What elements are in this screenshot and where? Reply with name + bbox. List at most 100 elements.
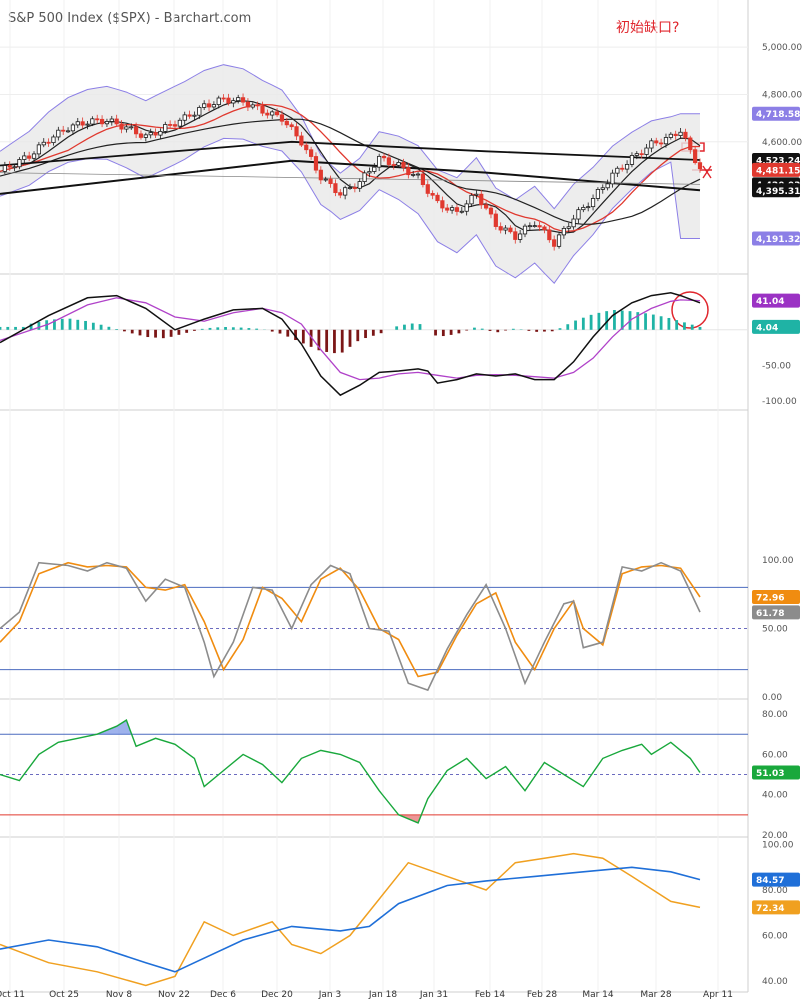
- candle-body: [328, 178, 333, 185]
- macd-histogram-bar: [177, 329, 181, 335]
- candle-body: [270, 111, 275, 116]
- candle-body: [629, 155, 635, 165]
- macd-histogram-bar: [504, 329, 507, 331]
- x-tick-label: Apr 11: [703, 990, 733, 1000]
- candle-body: [537, 225, 542, 228]
- candle-body: [513, 231, 518, 240]
- macd-histogram-bar: [659, 316, 663, 330]
- macd-histogram-bar: [247, 328, 251, 330]
- candle-body: [352, 187, 357, 189]
- price-tick-label: 4,600.00: [762, 138, 802, 148]
- candle-body: [104, 121, 110, 125]
- macd-histogram-bar: [99, 324, 103, 330]
- candle-body: [46, 141, 51, 144]
- candle-body: [547, 229, 552, 241]
- macd-histogram-bar: [91, 322, 95, 330]
- macd-histogram-bar: [348, 329, 352, 347]
- macd-highlight-circle: [671, 291, 709, 329]
- macd-histogram-bar: [6, 326, 10, 330]
- candle-body: [668, 133, 673, 138]
- stoch-k-line: [0, 561, 701, 692]
- macd-histogram-bar: [231, 327, 235, 330]
- candle-body: [474, 193, 479, 196]
- candle-body: [459, 210, 464, 213]
- candle-body: [109, 118, 114, 122]
- candle-body: [420, 173, 426, 186]
- macd-histogram-bar: [193, 329, 196, 331]
- candle-body: [2, 165, 7, 172]
- candle-body: [411, 173, 416, 176]
- candle-body: [309, 149, 314, 157]
- breadth-tick-label: 80.00: [762, 886, 788, 896]
- price-tick-label: 5,000.00: [762, 43, 802, 53]
- candle-body: [61, 129, 66, 132]
- candle-body: [119, 123, 124, 130]
- candle-body: [216, 97, 221, 106]
- bollinger-lower-line: [0, 137, 700, 284]
- candle-body: [430, 193, 435, 196]
- candle-body: [250, 104, 255, 108]
- candle-body: [318, 169, 323, 181]
- macd-histogram-bar: [620, 310, 624, 330]
- candle-body: [634, 153, 639, 156]
- candle-body: [673, 133, 678, 136]
- candle-body: [153, 132, 158, 136]
- candle-body: [294, 126, 299, 137]
- price-value-tag: 4,718.58: [752, 106, 800, 121]
- macd-histogram-bar: [364, 329, 367, 339]
- candle-body: [168, 124, 173, 126]
- macd-signal-line: [0, 297, 701, 381]
- macd-histogram-bar: [449, 329, 453, 335]
- candle-body: [260, 105, 265, 114]
- rsi-overbought-fill: [92, 720, 137, 735]
- candle-body: [304, 144, 309, 151]
- svg-text:4,481.15: 4,481.15: [756, 166, 800, 176]
- macd-histogram-bar: [379, 329, 383, 334]
- candle-body: [333, 183, 338, 194]
- candle-body: [445, 207, 450, 211]
- macd-histogram-bar: [84, 320, 87, 330]
- macd-histogram-bar: [208, 327, 212, 330]
- ma-thin-line: [0, 172, 701, 185]
- candle-body: [697, 162, 703, 170]
- gap-annotation: 初始缺口?: [616, 19, 679, 36]
- candle-body: [381, 155, 387, 159]
- candle-body: [323, 178, 328, 181]
- macd-histogram-bar: [154, 329, 157, 338]
- candle-body: [90, 118, 95, 125]
- macd-histogram-bar: [333, 329, 336, 354]
- macd-histogram-bar: [434, 329, 437, 336]
- candle-body: [659, 142, 664, 145]
- macd-histogram-bar: [53, 319, 56, 330]
- candle-body: [484, 204, 489, 209]
- x-tick-label: Jan 18: [368, 990, 397, 1000]
- macd-histogram-bar: [340, 329, 344, 353]
- macd-histogram-bar: [138, 329, 142, 336]
- candle-body: [454, 207, 460, 212]
- macd-histogram-bar: [465, 329, 469, 331]
- candle-body: [187, 114, 192, 117]
- candle-body: [654, 140, 659, 144]
- candle-body: [279, 114, 285, 122]
- svg-text:41.04: 41.04: [756, 297, 784, 307]
- candle-body: [134, 126, 139, 135]
- candle-body: [488, 207, 494, 215]
- macd-histogram-bar: [270, 329, 274, 332]
- macd-histogram-bar: [216, 327, 220, 330]
- x-tick-label: Jan 3: [318, 990, 341, 1000]
- stoch-tick-label: 50.00: [762, 625, 788, 635]
- candle-body: [197, 107, 202, 116]
- macd-histogram-bar: [488, 329, 492, 331]
- macd-histogram-bar: [511, 328, 515, 330]
- macd-histogram-bar: [403, 324, 406, 330]
- macd-value-tag: 41.04: [752, 293, 800, 308]
- macd-histogram-bar: [480, 328, 484, 330]
- svg-text:72.96: 72.96: [756, 594, 784, 604]
- candle-body: [425, 184, 430, 194]
- rsi-line: [0, 719, 701, 824]
- rsi-tick-label: 20.00: [762, 831, 788, 841]
- candle-body: [41, 141, 46, 146]
- breadth-blue-line: [0, 866, 701, 973]
- macd-histogram-bar: [496, 329, 500, 333]
